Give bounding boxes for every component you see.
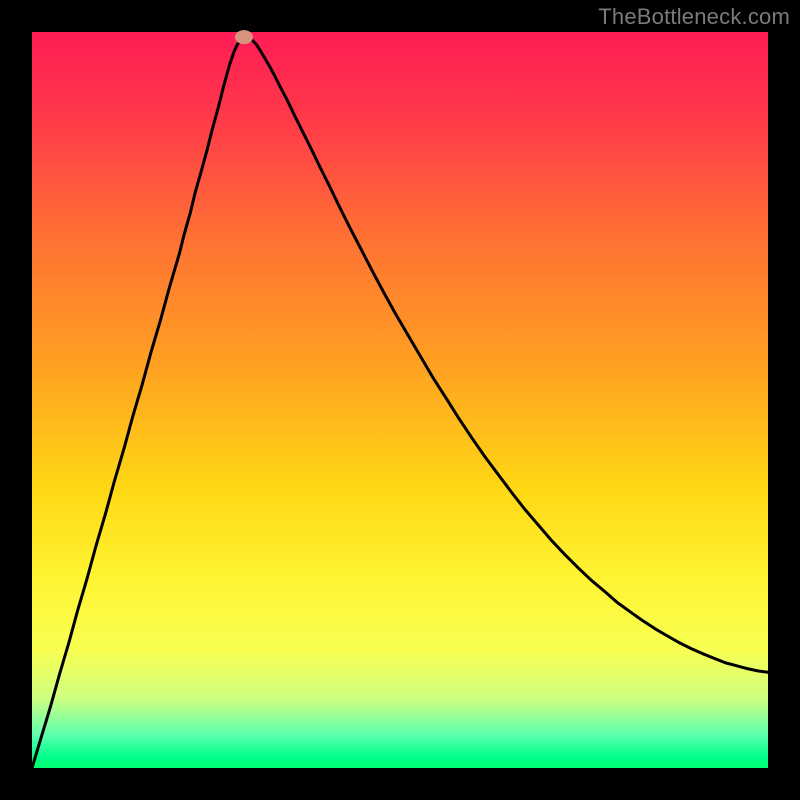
- plot-background: [32, 32, 768, 768]
- watermark-text: TheBottleneck.com: [598, 4, 790, 30]
- chart-container: TheBottleneck.com: [0, 0, 800, 800]
- optimal-marker: [235, 30, 253, 44]
- bottleneck-chart: [0, 0, 800, 800]
